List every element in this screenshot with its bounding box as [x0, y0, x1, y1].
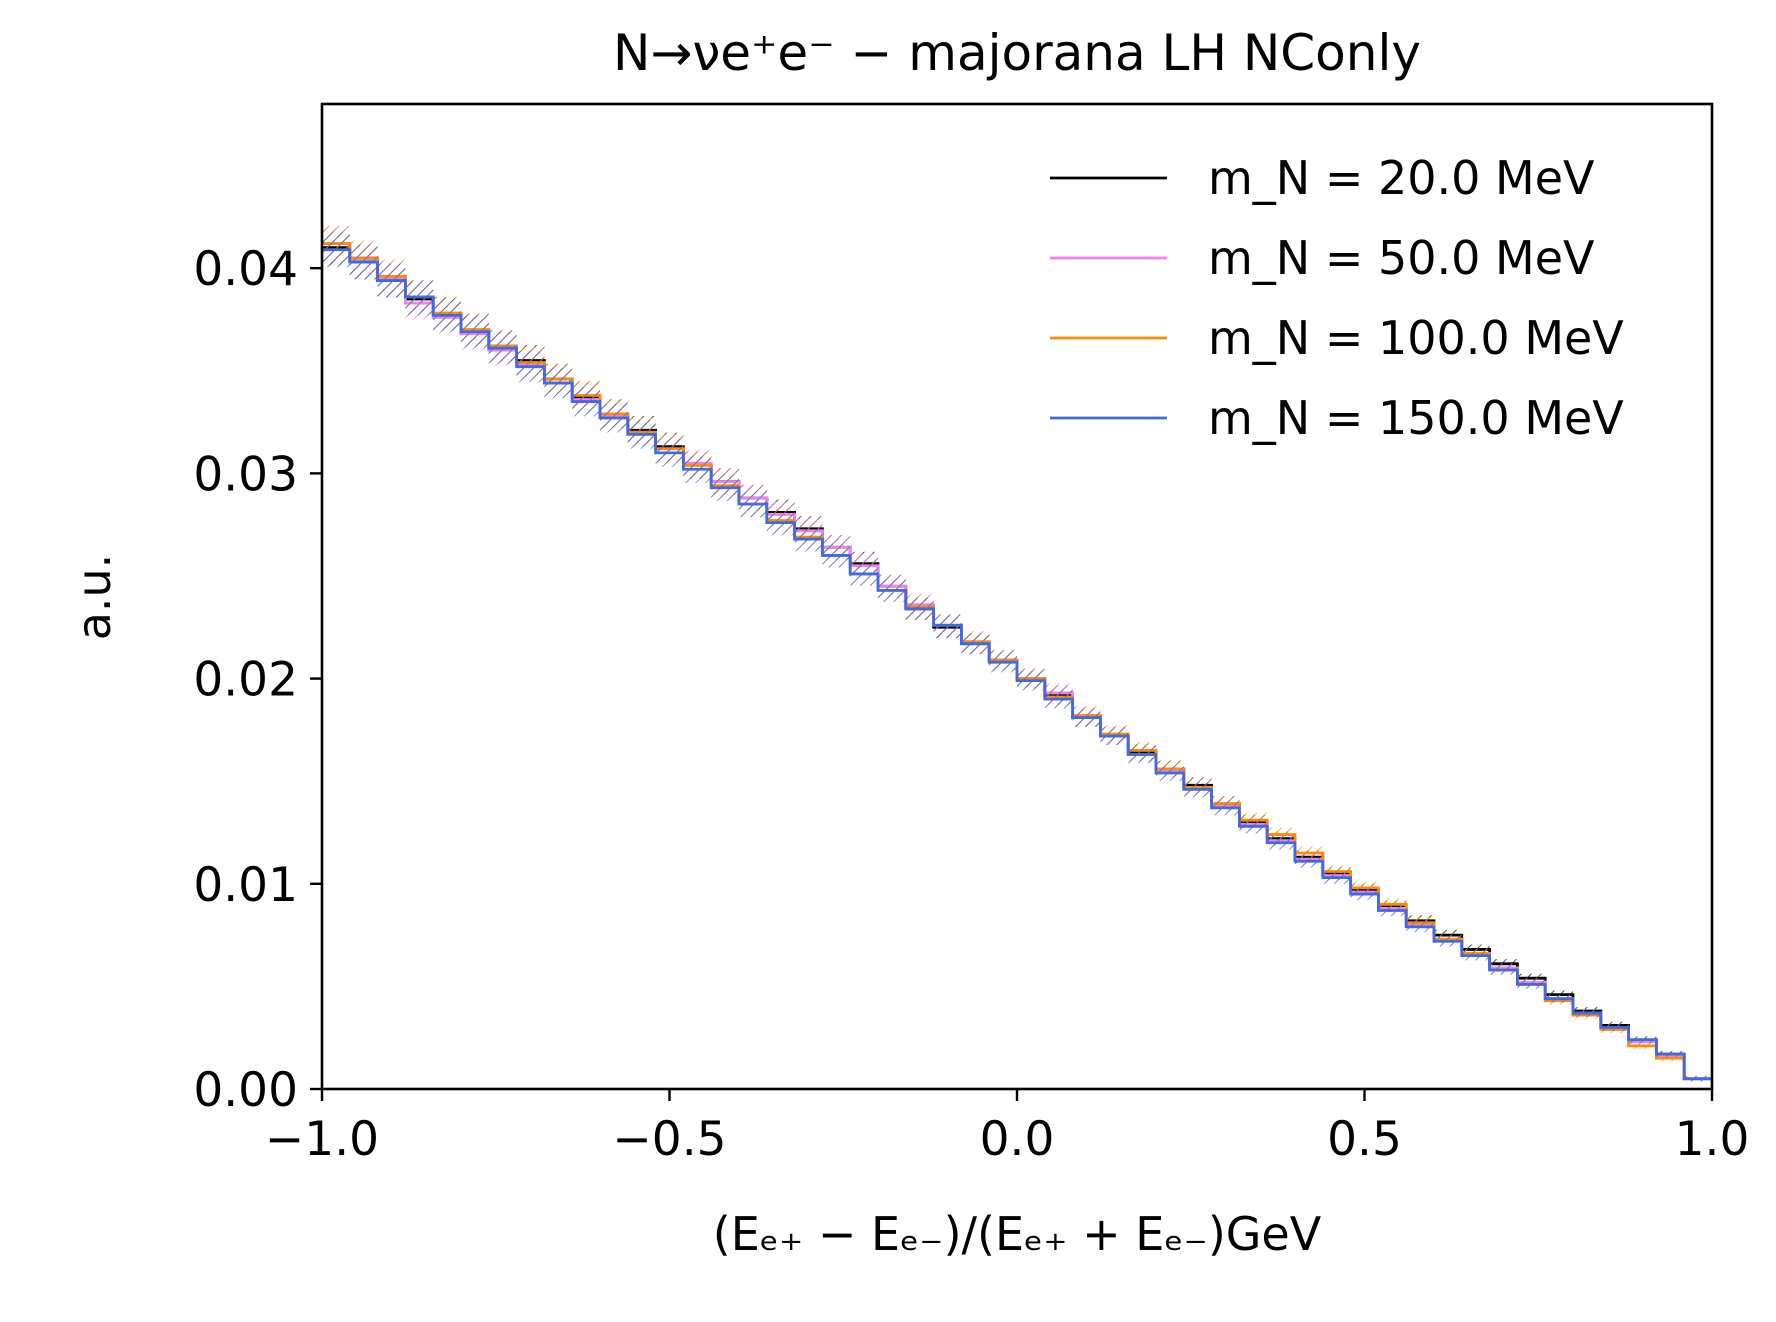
legend-label: m_N = 100.0 MeV [1208, 311, 1624, 365]
series-layer [322, 225, 1712, 1082]
legend-item: m_N = 20.0 MeV [1050, 151, 1595, 205]
legend-label: m_N = 50.0 MeV [1208, 231, 1595, 285]
series-3 [322, 232, 1712, 1082]
y-tick-label: 0.04 [193, 242, 298, 297]
y-tick-label: 0.02 [193, 653, 298, 708]
series-3-step-line [322, 248, 1712, 1081]
x-tick-label: −0.5 [612, 1112, 726, 1167]
legend-label: m_N = 150.0 MeV [1208, 391, 1624, 445]
x-tick-label: −1.0 [265, 1112, 379, 1167]
x-axis: −1.0 −0.5 0.0 0.5 1.0 [265, 1089, 1749, 1167]
x-axis-label: (Eₑ₊ − Eₑ₋)/(Eₑ₊ + Eₑ₋)GeV [713, 1207, 1322, 1261]
legend-item: m_N = 100.0 MeV [1050, 311, 1624, 365]
y-tick-label: 0.00 [193, 1063, 298, 1118]
legend-label: m_N = 20.0 MeV [1208, 151, 1595, 205]
y-axis-label: a.u. [67, 554, 121, 641]
x-tick-label: 0.0 [980, 1112, 1055, 1167]
legend-item: m_N = 150.0 MeV [1050, 391, 1624, 445]
y-axis: 0.00 0.01 0.02 0.03 0.04 [193, 242, 322, 1118]
legend-item: m_N = 50.0 MeV [1050, 231, 1595, 285]
y-tick-label: 0.03 [193, 447, 298, 502]
x-tick-label: 1.0 [1675, 1112, 1750, 1167]
chart-title: N→νe⁺e⁻ − majorana LH NConly [613, 24, 1421, 82]
x-tick-label: 0.5 [1327, 1112, 1402, 1167]
y-tick-label: 0.01 [193, 858, 298, 913]
legend: m_N = 20.0 MeV m_N = 50.0 MeV m_N = 100.0 … [1050, 151, 1624, 445]
